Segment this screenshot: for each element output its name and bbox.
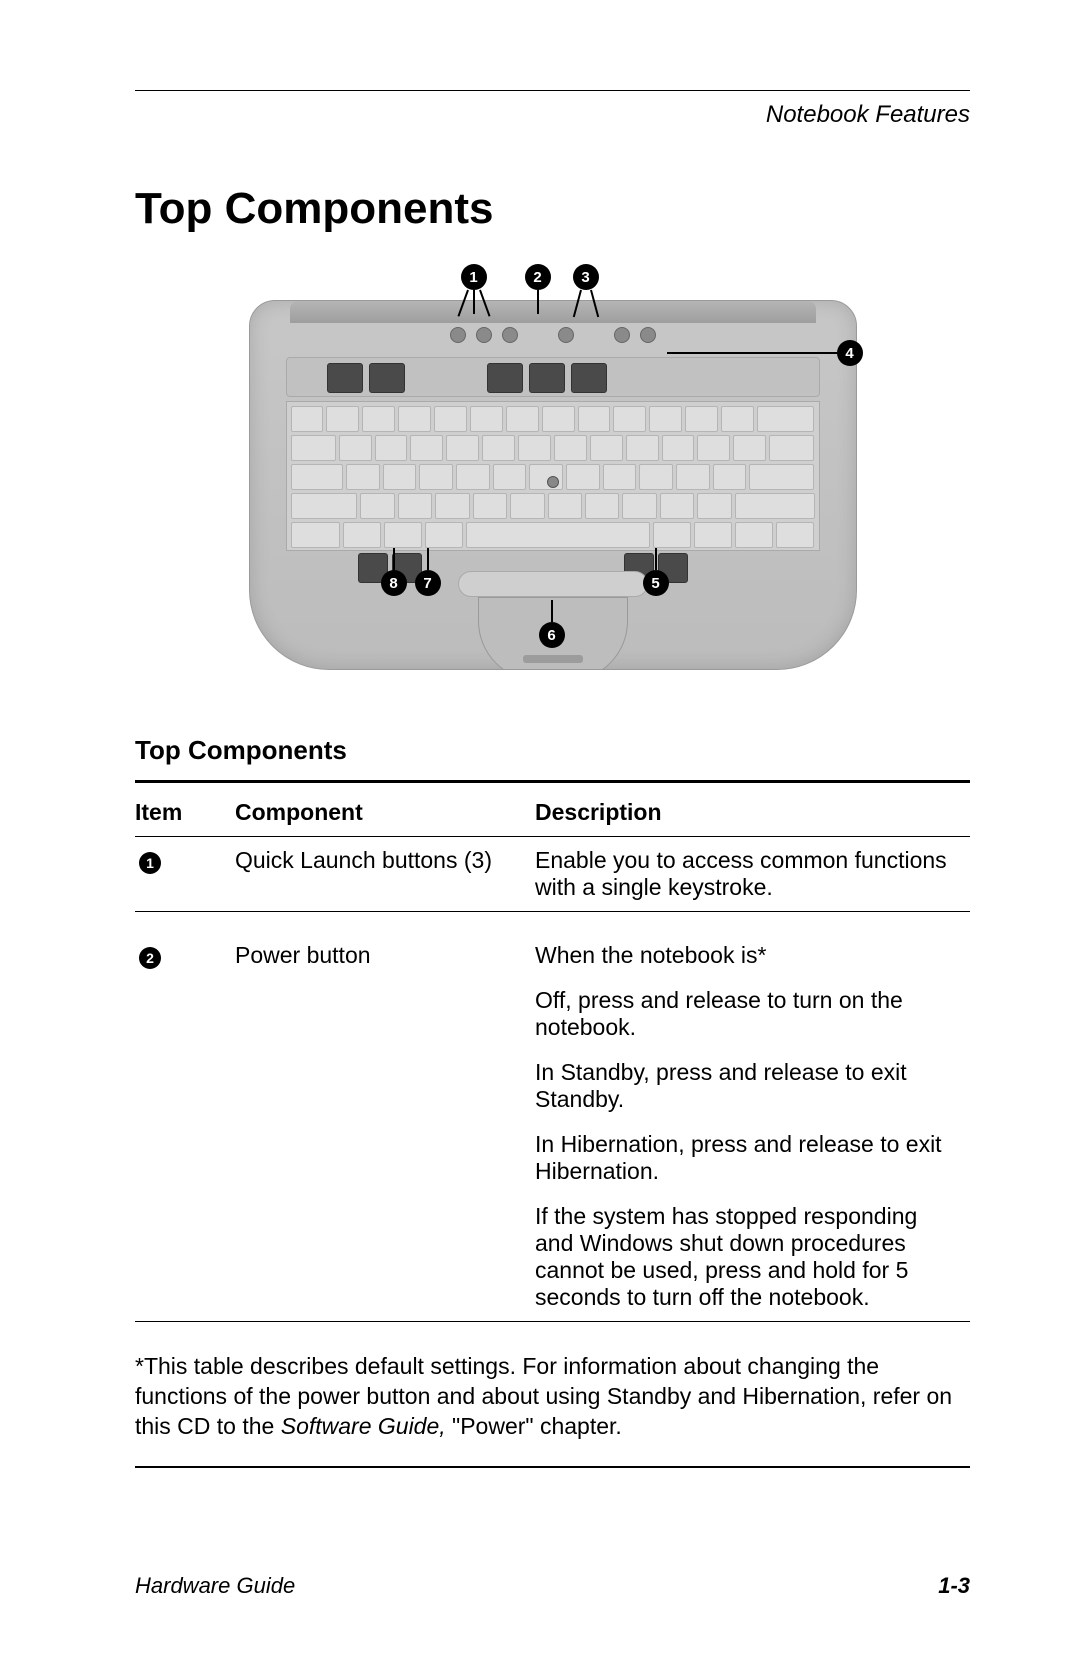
latch <box>523 655 583 663</box>
col-header-component: Component <box>235 793 535 837</box>
table-top-rule <box>135 780 970 783</box>
component-cell: Power button <box>235 932 535 1322</box>
top-button-row <box>250 327 856 349</box>
section-label: Notebook Features <box>135 101 970 129</box>
callout-3: 3 <box>573 264 599 290</box>
page-footer: Hardware Guide 1-3 <box>135 1573 970 1599</box>
callout-lead <box>427 548 429 570</box>
shortcut-button-row <box>286 357 820 397</box>
callout-5: 5 <box>643 570 669 596</box>
callout-lead <box>473 290 475 314</box>
description-cell: Enable you to access common functions wi… <box>535 837 970 912</box>
callout-1: 1 <box>461 264 487 290</box>
keyboard <box>286 401 820 551</box>
callout-7: 7 <box>415 570 441 596</box>
callout-lead <box>551 600 553 622</box>
component-cell: Quick Launch buttons (3) <box>235 837 535 912</box>
notebook-diagram: 1 2 3 4 5 6 7 8 <box>243 264 863 680</box>
col-header-description: Description <box>535 793 970 837</box>
callout-lead <box>655 548 657 570</box>
callout-lead <box>393 548 395 570</box>
callout-lead <box>667 352 837 354</box>
table-title: Top Components <box>135 735 970 766</box>
notebook-body <box>249 300 857 670</box>
pointing-stick <box>547 476 559 488</box>
item-number-icon: 2 <box>139 947 161 969</box>
page-title: Top Components <box>135 184 970 234</box>
figure-container: 1 2 3 4 5 6 7 8 <box>135 264 970 685</box>
hinge <box>290 301 816 323</box>
page: Notebook Features Top Components 1 2 3 4… <box>0 0 1080 1669</box>
callout-6: 6 <box>539 622 565 648</box>
footer-left: Hardware Guide <box>135 1573 295 1599</box>
footer-right: 1-3 <box>938 1573 970 1599</box>
callout-lead <box>537 290 539 314</box>
palmrest <box>250 553 856 669</box>
table-bottom-rule <box>135 1466 970 1468</box>
top-rule <box>135 90 970 91</box>
item-number-icon: 1 <box>139 852 161 874</box>
components-table: Item Component Description 1 Quick Launc… <box>135 793 970 1452</box>
col-header-item: Item <box>135 793 235 837</box>
table-footnote: *This table describes default settings. … <box>135 1342 970 1452</box>
callout-4: 4 <box>837 340 863 366</box>
description-cell: When the notebook is* Off, press and rel… <box>535 932 970 1322</box>
callout-8: 8 <box>381 570 407 596</box>
callout-2: 2 <box>525 264 551 290</box>
table-row: 1 Quick Launch buttons (3) Enable you to… <box>135 837 970 912</box>
table-row: 2 Power button When the notebook is* Off… <box>135 932 970 1322</box>
